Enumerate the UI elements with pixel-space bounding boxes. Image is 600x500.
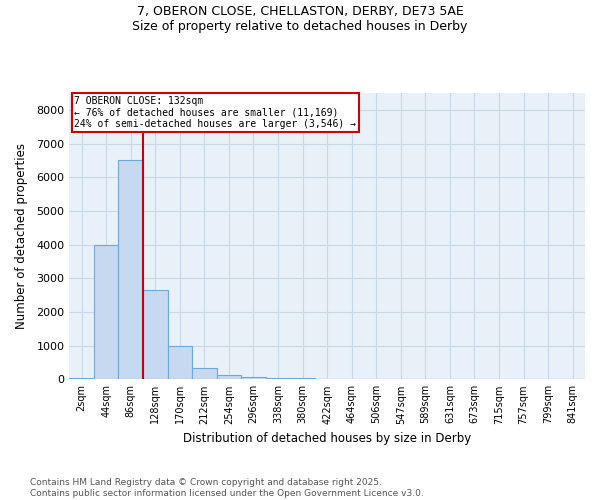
Bar [192,368,217,380]
Text: 7 OBERON CLOSE: 132sqm
← 76% of detached houses are smaller (11,169)
24% of semi: 7 OBERON CLOSE: 132sqm ← 76% of detached… [74,96,356,129]
Bar [70,378,94,380]
Text: Contains HM Land Registry data © Crown copyright and database right 2025.
Contai: Contains HM Land Registry data © Crown c… [30,478,424,498]
Bar [290,378,315,380]
Bar [143,290,167,380]
Y-axis label: Number of detached properties: Number of detached properties [15,143,28,329]
Bar [167,346,192,380]
Bar [94,244,118,380]
Bar [217,375,241,380]
X-axis label: Distribution of detached houses by size in Derby: Distribution of detached houses by size … [183,432,471,445]
Bar [118,160,143,380]
Text: 7, OBERON CLOSE, CHELLASTON, DERBY, DE73 5AE
Size of property relative to detach: 7, OBERON CLOSE, CHELLASTON, DERBY, DE73… [133,5,467,33]
Bar [266,378,290,380]
Bar [241,377,266,380]
